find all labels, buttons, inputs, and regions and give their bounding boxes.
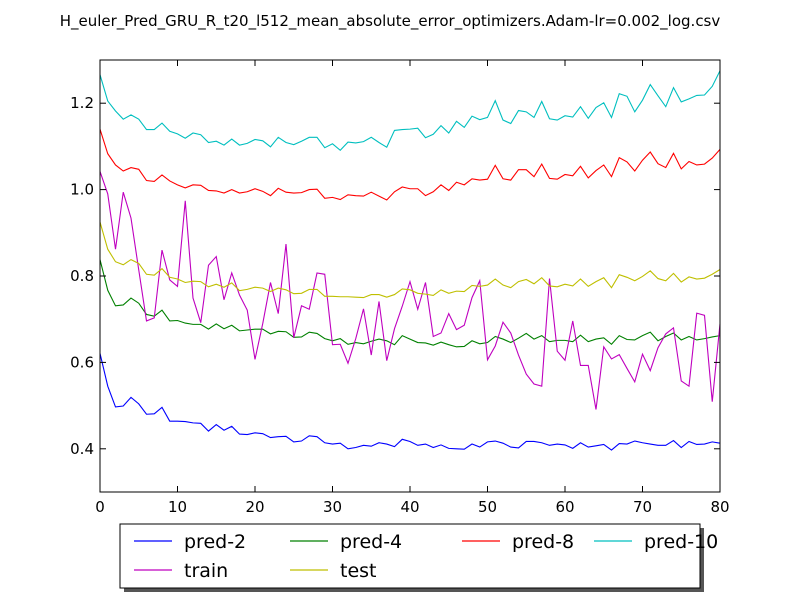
x-tick-label: 10 <box>168 498 187 516</box>
legend-label-pred-10: pred-10 <box>644 531 718 553</box>
x-tick-label: 70 <box>633 498 652 516</box>
legend: pred-2 pred-4 pred-8 pred-10 train test <box>119 523 718 592</box>
legend-label-train: train <box>184 560 228 582</box>
y-tick-label: 1.0 <box>70 181 94 199</box>
legend-box <box>119 523 701 589</box>
legend-label-pred-8: pred-8 <box>512 531 574 553</box>
y-tick-label: 0.6 <box>70 353 94 371</box>
y-tick-label: 0.8 <box>70 267 94 285</box>
series-line-pred-2 <box>99 353 721 451</box>
y-tick-label: 0.4 <box>70 440 94 458</box>
legend-label-pred-4: pred-4 <box>340 531 402 553</box>
series-line-test <box>99 221 721 299</box>
chart-title: H_euler_Pred_GRU_R_t20_l512_mean_absolut… <box>60 12 721 31</box>
legend-label-pred-2: pred-2 <box>184 531 246 553</box>
series-layer <box>99 70 721 451</box>
series-line-train <box>99 171 721 410</box>
x-tick-label: 60 <box>555 498 574 516</box>
series-line-pred-8 <box>99 128 721 201</box>
x-tick-label: 40 <box>400 498 419 516</box>
series-line-pred-4 <box>99 259 721 348</box>
y-tick-label: 1.2 <box>70 94 94 112</box>
x-tick-label: 80 <box>710 498 729 516</box>
legend-label-test: test <box>340 560 377 582</box>
x-tick-label: 20 <box>245 498 264 516</box>
plot-frame <box>99 59 721 493</box>
x-tick-label: 0 <box>95 498 105 516</box>
x-tick-label: 50 <box>478 498 497 516</box>
series-line-pred-10 <box>99 70 721 152</box>
x-tick-label: 30 <box>323 498 342 516</box>
axis-layer: 0 10 20 30 40 50 60 70 80 0.4 0.6 0.8 1.0 1.2 <box>70 60 730 516</box>
